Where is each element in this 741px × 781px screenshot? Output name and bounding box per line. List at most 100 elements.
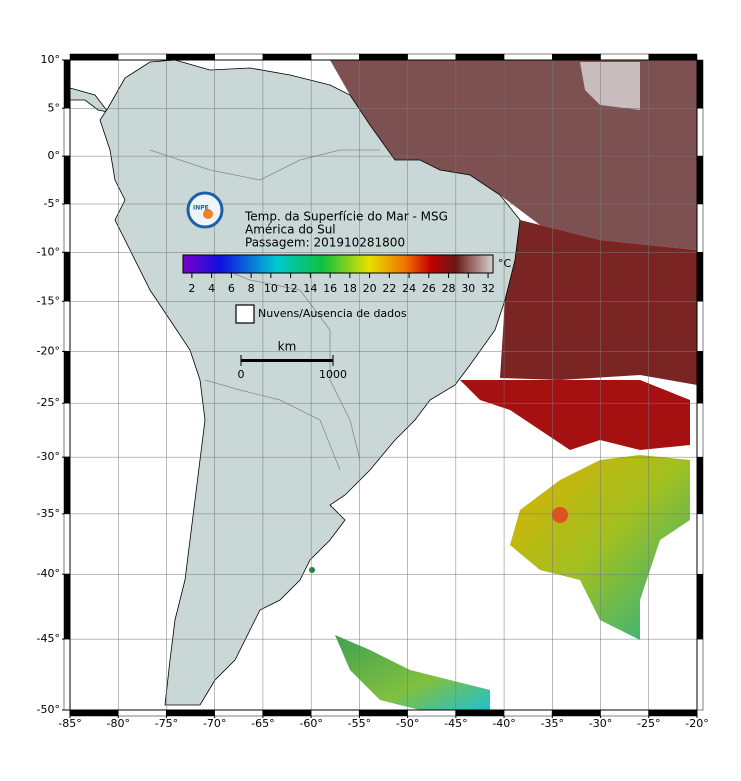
y-tick-label: -40° — [37, 567, 60, 580]
y-tick-label: 0° — [48, 149, 61, 162]
frame-segment — [166, 709, 215, 717]
frame-segment — [63, 252, 71, 302]
frame-segment — [600, 53, 650, 61]
frame-segment — [648, 709, 698, 717]
frame-segment — [63, 351, 71, 404]
sst-patch — [510, 455, 690, 640]
legend-box — [235, 304, 255, 324]
x-tick-label: -50° — [396, 717, 419, 730]
sst-patch — [335, 635, 490, 710]
x-tick-label: -40° — [492, 717, 515, 730]
frame-segment — [310, 709, 360, 717]
colorbar-tick-label: 32 — [481, 282, 495, 295]
colorbar — [182, 254, 494, 274]
frame-segment — [310, 53, 360, 61]
frame-segment — [262, 53, 312, 61]
colorbar-tick-label: 24 — [402, 282, 416, 295]
colorbar-tick-label: 22 — [382, 282, 396, 295]
frame-segment — [63, 301, 71, 352]
frame-segment — [696, 638, 704, 711]
x-tick-label: -30° — [589, 717, 612, 730]
frame-segment — [696, 513, 704, 575]
frame-segment — [407, 709, 457, 717]
frame-segment — [63, 573, 71, 640]
colorbar-tick-label: 6 — [228, 282, 235, 295]
frame-segment — [696, 573, 704, 640]
sst-patch — [552, 507, 568, 523]
x-tick-label: -35° — [541, 717, 564, 730]
frame-segment — [63, 513, 71, 575]
x-tick-label: -60° — [299, 717, 322, 730]
frame-segment — [63, 402, 71, 458]
x-tick-label: -85° — [58, 717, 81, 730]
title-line: Temp. da Superfície do Mar - MSG — [244, 210, 448, 224]
y-tick-label: -5° — [44, 197, 60, 210]
frame-segment — [696, 108, 704, 157]
sst-patch — [309, 567, 315, 573]
colorbar-tick-label: 12 — [284, 282, 298, 295]
title-line: América do Sul — [245, 223, 336, 237]
frame-segment — [696, 402, 704, 458]
map-border — [69, 59, 698, 711]
border — [204, 379, 341, 471]
colorbar-tick-label: 28 — [442, 282, 456, 295]
logo: INPE — [186, 191, 224, 229]
frame-segment — [63, 638, 71, 711]
x-tick-label: -70° — [203, 717, 226, 730]
colorbar-tick-label: 10 — [264, 282, 278, 295]
colorbar-tick-label: 8 — [248, 282, 255, 295]
x-tick-label: -65° — [251, 717, 274, 730]
frame-segment — [696, 203, 704, 253]
frame-segment — [696, 59, 704, 109]
frame-segment — [696, 351, 704, 404]
frame-segment — [166, 53, 215, 61]
scale-bar: 0 1000 km — [238, 340, 348, 382]
x-tick-label: -45° — [444, 717, 467, 730]
frame-segment — [696, 301, 704, 352]
colorbar-tick-label: 18 — [343, 282, 357, 295]
title-line: Passagem: 201910281800 — [245, 236, 405, 250]
frame-segment — [69, 53, 119, 61]
frame-segment — [63, 155, 71, 205]
scale-bar-line — [241, 359, 333, 362]
y-tick-label: 10° — [41, 53, 61, 66]
y-tick-label: -20° — [37, 344, 60, 357]
y-tick-label: -35° — [37, 507, 60, 520]
sst-patch — [460, 380, 690, 450]
frame-segment — [262, 709, 312, 717]
frame-segment — [359, 53, 408, 61]
frame-segment — [407, 53, 457, 61]
x-tick-label: -25° — [637, 717, 660, 730]
scale-tick-label: 0 — [238, 368, 245, 381]
frame-segment — [552, 53, 601, 61]
ocean-sst — [309, 60, 697, 710]
colorbar-tick-label: 14 — [303, 282, 317, 295]
sst-patch — [330, 60, 697, 250]
frame-segment — [359, 709, 408, 717]
frame-segment — [696, 252, 704, 302]
y-tick-label: -15° — [37, 294, 60, 307]
sst-patch — [500, 220, 697, 385]
border — [199, 259, 361, 461]
colorbar-unit: °C — [498, 257, 512, 270]
x-tick-label: -80° — [106, 717, 129, 730]
frame-segment — [117, 53, 167, 61]
frame-segment — [117, 709, 167, 717]
frame-segment — [214, 709, 264, 717]
grid — [69, 59, 698, 711]
x-tick-label: -20° — [685, 717, 708, 730]
frame: -85° -80° -75° -70° -65° -60° -55° -50° -45° -40°… — [37, 53, 709, 730]
y-tick-label: 5° — [48, 101, 61, 114]
x-tick-label: -75° — [155, 717, 178, 730]
frame-segment — [696, 456, 704, 515]
frame-segment — [600, 709, 650, 717]
frame-segment — [503, 709, 553, 717]
frame-segment — [63, 203, 71, 253]
colorbar-tick-label: 4 — [208, 282, 215, 295]
frame-segment — [648, 53, 698, 61]
y-tick-label: -10° — [37, 245, 60, 258]
frame-segment — [696, 155, 704, 205]
frame-segment — [63, 108, 71, 157]
colorbar-tick-label: 16 — [323, 282, 337, 295]
